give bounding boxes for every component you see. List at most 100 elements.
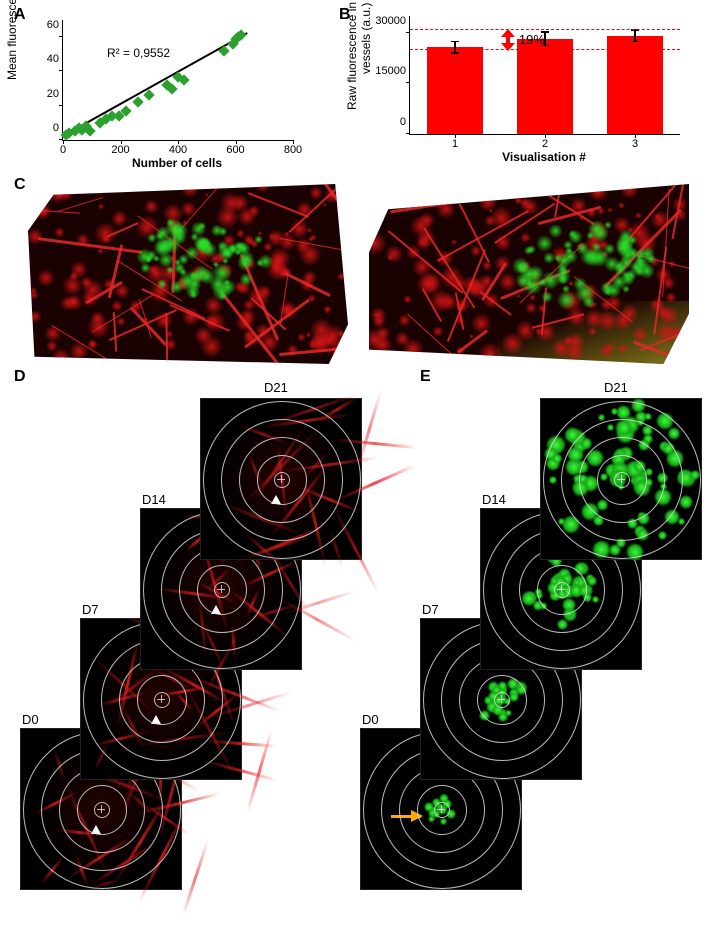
vessel-glow bbox=[306, 332, 312, 338]
vessel-glow bbox=[665, 292, 676, 303]
row-ab: A Mean fluorescence (a.u.) R² = 0,9552 0… bbox=[10, 10, 699, 170]
ytick-label: 15000 bbox=[366, 65, 406, 77]
ring bbox=[614, 472, 630, 488]
ytick-label: 40 bbox=[35, 53, 59, 65]
ring bbox=[434, 802, 450, 818]
vessel-glow bbox=[194, 326, 213, 345]
slab-1 bbox=[28, 184, 348, 364]
vessel-glow bbox=[373, 335, 394, 356]
vessel-glow bbox=[512, 184, 526, 190]
cell-blob bbox=[239, 273, 252, 286]
ytick-label: 30000 bbox=[366, 15, 406, 27]
crosshair bbox=[221, 585, 222, 593]
vessel-glow bbox=[520, 232, 531, 243]
vessel-glow bbox=[620, 184, 640, 199]
cell-blob bbox=[536, 235, 554, 253]
ytick-mark bbox=[59, 105, 63, 106]
vessel-glow bbox=[297, 333, 306, 342]
vessel-glow bbox=[323, 203, 328, 208]
ring bbox=[214, 582, 230, 598]
ring bbox=[154, 692, 170, 708]
pct-label: 19% bbox=[519, 32, 545, 47]
ring bbox=[94, 802, 110, 818]
crosshair bbox=[281, 475, 282, 483]
reference-line bbox=[410, 29, 680, 30]
ytick-mark bbox=[59, 70, 63, 71]
vessel-glow bbox=[298, 243, 321, 266]
ytick-mark bbox=[406, 32, 410, 33]
vessel-strand bbox=[38, 237, 144, 254]
vessel-glow bbox=[588, 327, 597, 336]
vessel-glow bbox=[525, 302, 537, 314]
vessel-strand bbox=[409, 184, 486, 205]
cell-blob bbox=[527, 245, 536, 254]
vessel-glow bbox=[309, 186, 323, 200]
cell-blob bbox=[238, 251, 255, 268]
pct-arrow bbox=[501, 30, 515, 50]
panel-a: A Mean fluorescence (a.u.) R² = 0,9552 0… bbox=[10, 10, 310, 170]
vessel-glow bbox=[369, 232, 387, 256]
cell-blob bbox=[616, 234, 634, 252]
vessel-glow bbox=[337, 330, 344, 337]
vessel-glow bbox=[658, 305, 679, 326]
vessel-glow bbox=[89, 340, 96, 347]
xtick-label: 3 bbox=[632, 138, 638, 150]
ring-overlay bbox=[541, 399, 701, 559]
vessel-glow bbox=[464, 184, 472, 188]
vessel-glow bbox=[80, 276, 93, 289]
ytick-mark bbox=[406, 133, 410, 134]
vessel-glow bbox=[111, 300, 123, 312]
cell-blob bbox=[548, 224, 562, 238]
crosshair bbox=[161, 695, 162, 703]
vessel-glow bbox=[478, 342, 502, 364]
error-cap bbox=[451, 52, 459, 54]
vessel-glow bbox=[565, 332, 585, 352]
panel-c-label: C bbox=[14, 176, 26, 194]
vessel-glow bbox=[675, 338, 689, 361]
panel-c-left-render bbox=[28, 184, 348, 364]
xtick-label: 800 bbox=[284, 144, 302, 156]
scatter-point bbox=[85, 126, 96, 137]
time-label: D7 bbox=[422, 602, 439, 617]
vessel-glow bbox=[28, 228, 44, 245]
vessel-glow bbox=[90, 184, 109, 196]
vessel-glow bbox=[373, 353, 385, 364]
ring-overlay bbox=[201, 399, 361, 559]
ring bbox=[554, 582, 570, 598]
xtick-label: 1 bbox=[452, 138, 458, 150]
bar bbox=[517, 39, 573, 134]
vessel-glow bbox=[403, 295, 412, 304]
vessel-glow bbox=[255, 184, 270, 193]
crosshair bbox=[561, 585, 562, 593]
cell-blob bbox=[193, 235, 209, 251]
vessel-glow bbox=[220, 192, 242, 214]
cell-blob bbox=[622, 285, 630, 293]
crosshair bbox=[441, 805, 442, 813]
vessel-glow bbox=[51, 348, 71, 364]
time-label: D21 bbox=[604, 380, 628, 395]
ring bbox=[494, 692, 510, 708]
vessel-glow bbox=[607, 207, 613, 213]
cell-blob bbox=[632, 256, 650, 274]
ytick-label: 60 bbox=[35, 19, 59, 31]
vessel-glow bbox=[236, 229, 244, 237]
vessel-glow bbox=[307, 228, 312, 233]
vessel-glow bbox=[393, 352, 411, 364]
panel-b-plot-area: 0150003000012319% bbox=[409, 16, 680, 135]
cell-blob bbox=[614, 260, 626, 272]
vessel-glow bbox=[436, 199, 456, 219]
xtick-label: 0 bbox=[60, 144, 66, 156]
xtick-label: 600 bbox=[226, 144, 244, 156]
panel-e-label: E bbox=[420, 368, 431, 386]
time-label: D21 bbox=[264, 380, 288, 395]
vessel-glow bbox=[269, 234, 274, 239]
vessel-glow bbox=[369, 230, 377, 240]
panel-a-ylabel: Mean fluorescence (a.u.) bbox=[5, 0, 19, 80]
cell-blob bbox=[157, 279, 166, 288]
vessel-glow bbox=[395, 331, 410, 346]
cell-blob bbox=[582, 296, 595, 309]
vessel-glow bbox=[655, 213, 661, 219]
cell-blob bbox=[554, 254, 562, 262]
vessel-glow bbox=[425, 184, 442, 195]
panel-d-label: D bbox=[14, 368, 26, 386]
